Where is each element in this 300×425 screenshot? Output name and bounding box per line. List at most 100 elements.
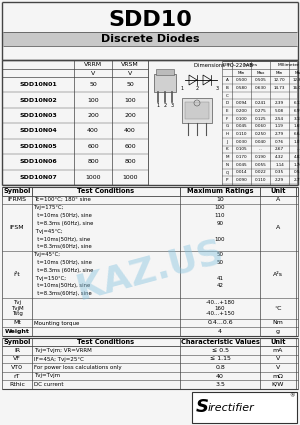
Text: V: V bbox=[128, 71, 132, 76]
Text: 200: 200 bbox=[124, 113, 136, 118]
Text: 0.76: 0.76 bbox=[275, 140, 284, 144]
Text: Tvj=45°C;: Tvj=45°C; bbox=[34, 252, 61, 257]
Text: 600: 600 bbox=[87, 144, 99, 149]
Text: M: M bbox=[225, 155, 229, 159]
Text: 0.055: 0.055 bbox=[255, 163, 266, 167]
Text: 16.00: 16.00 bbox=[293, 86, 300, 90]
Text: 0.060: 0.060 bbox=[255, 125, 266, 128]
Text: 4.82: 4.82 bbox=[294, 155, 300, 159]
Bar bbox=[185, 102, 209, 119]
Text: Mounting torque: Mounting torque bbox=[34, 320, 80, 326]
Text: 3: 3 bbox=[215, 85, 219, 91]
Text: 0.200: 0.200 bbox=[236, 109, 247, 113]
Text: Min: Min bbox=[238, 71, 245, 74]
Text: Dimensions TO-220AB: Dimensions TO-220AB bbox=[194, 62, 254, 68]
Text: 100: 100 bbox=[215, 205, 225, 210]
Text: i²t: i²t bbox=[14, 272, 20, 277]
Text: 6.64: 6.64 bbox=[294, 132, 300, 136]
Text: 200: 200 bbox=[87, 113, 99, 118]
Text: V: V bbox=[276, 365, 280, 370]
Text: t=8.3ms(60Hz), sine: t=8.3ms(60Hz), sine bbox=[34, 291, 92, 296]
Text: 1000: 1000 bbox=[85, 175, 101, 180]
Text: 0.505: 0.505 bbox=[255, 78, 266, 82]
Text: 1.76: 1.76 bbox=[294, 163, 300, 167]
Text: Tvj=45°C;: Tvj=45°C; bbox=[34, 229, 63, 234]
Text: t=10ms(50Hz), sine: t=10ms(50Hz), sine bbox=[34, 237, 90, 241]
Text: 0.275: 0.275 bbox=[255, 109, 266, 113]
Text: SDD10N04: SDD10N04 bbox=[19, 128, 57, 133]
Text: VRRM: VRRM bbox=[84, 62, 102, 67]
Text: Max: Max bbox=[256, 71, 265, 74]
Text: t=10ms (50Hz), sine: t=10ms (50Hz), sine bbox=[34, 260, 92, 265]
Text: mΩ: mΩ bbox=[273, 374, 283, 379]
Text: 0.241: 0.241 bbox=[255, 101, 266, 105]
Text: Tvj
TvjM
Tstg: Tvj TvjM Tstg bbox=[11, 300, 23, 317]
Text: Tc=100°C; 180° sine: Tc=100°C; 180° sine bbox=[34, 197, 91, 202]
Text: 2: 2 bbox=[195, 85, 199, 91]
Text: Unit: Unit bbox=[270, 188, 286, 194]
Text: B: B bbox=[226, 86, 228, 90]
Text: ...: ... bbox=[259, 147, 262, 151]
Text: SDD10N01: SDD10N01 bbox=[19, 82, 57, 87]
Text: 0.045: 0.045 bbox=[236, 163, 247, 167]
Text: rT: rT bbox=[14, 374, 20, 379]
Text: 0.110: 0.110 bbox=[236, 132, 247, 136]
Text: P: P bbox=[226, 178, 228, 182]
Text: 0.100: 0.100 bbox=[236, 116, 247, 121]
Text: 800: 800 bbox=[87, 159, 99, 164]
Text: 0.110: 0.110 bbox=[255, 178, 266, 182]
Text: Discrete Diodes: Discrete Diodes bbox=[101, 34, 199, 44]
Text: 90: 90 bbox=[217, 221, 224, 226]
Text: Tvj=150°C;: Tvj=150°C; bbox=[34, 275, 66, 281]
Text: 2.29: 2.29 bbox=[275, 178, 284, 182]
Text: 10: 10 bbox=[216, 197, 224, 202]
Text: ≤ 1.15: ≤ 1.15 bbox=[210, 357, 230, 362]
Text: 2.39: 2.39 bbox=[275, 101, 284, 105]
Text: 12.87: 12.87 bbox=[293, 78, 300, 82]
Text: V: V bbox=[91, 71, 95, 76]
Text: 2.67: 2.67 bbox=[275, 147, 284, 151]
Text: DC current: DC current bbox=[34, 382, 64, 387]
Text: 0.022: 0.022 bbox=[255, 170, 266, 175]
Text: Unit: Unit bbox=[270, 339, 286, 345]
Text: t=8.3ms (60Hz), sine: t=8.3ms (60Hz), sine bbox=[34, 221, 93, 226]
Bar bbox=[192, 392, 297, 423]
Text: J: J bbox=[226, 140, 228, 144]
Text: 0.014: 0.014 bbox=[236, 170, 247, 175]
Text: Mt: Mt bbox=[13, 320, 21, 326]
Text: 1: 1 bbox=[180, 85, 184, 91]
Text: 100: 100 bbox=[87, 98, 99, 103]
Text: VRSM: VRSM bbox=[121, 62, 139, 67]
Text: 0.8: 0.8 bbox=[215, 365, 225, 370]
Text: 0.090: 0.090 bbox=[236, 178, 247, 182]
Text: V: V bbox=[276, 357, 280, 362]
Text: Nm: Nm bbox=[273, 320, 283, 326]
Text: 0.55: 0.55 bbox=[294, 170, 300, 175]
Text: 12.70: 12.70 bbox=[274, 78, 285, 82]
Text: 0.630: 0.630 bbox=[255, 86, 266, 90]
Text: 50: 50 bbox=[217, 252, 224, 257]
Text: 1.19: 1.19 bbox=[275, 125, 284, 128]
Text: 3: 3 bbox=[170, 102, 174, 108]
Text: ...: ... bbox=[297, 147, 300, 151]
Text: 1.14: 1.14 bbox=[275, 163, 284, 167]
Text: For power loss calculations only: For power loss calculations only bbox=[34, 365, 122, 370]
Text: 400: 400 bbox=[87, 128, 99, 133]
Text: 1.01: 1.01 bbox=[294, 140, 300, 144]
Text: Min: Min bbox=[276, 71, 283, 74]
Text: irectifier: irectifier bbox=[208, 403, 255, 414]
Text: Symbol: Symbol bbox=[3, 339, 31, 345]
Text: 41: 41 bbox=[217, 275, 224, 281]
Text: N: N bbox=[226, 163, 229, 167]
Text: 0.500: 0.500 bbox=[236, 78, 247, 82]
Text: K: K bbox=[226, 147, 228, 151]
Text: G: G bbox=[225, 125, 229, 128]
Text: A: A bbox=[276, 197, 280, 202]
Text: F: F bbox=[226, 116, 228, 121]
Text: 2.79: 2.79 bbox=[294, 178, 300, 182]
Text: H: H bbox=[226, 132, 229, 136]
Text: 0.4...0.6: 0.4...0.6 bbox=[207, 320, 233, 326]
Text: t=10ms(50Hz), sine: t=10ms(50Hz), sine bbox=[34, 283, 90, 288]
Text: 0.250: 0.250 bbox=[255, 132, 266, 136]
Text: 0.580: 0.580 bbox=[236, 86, 247, 90]
